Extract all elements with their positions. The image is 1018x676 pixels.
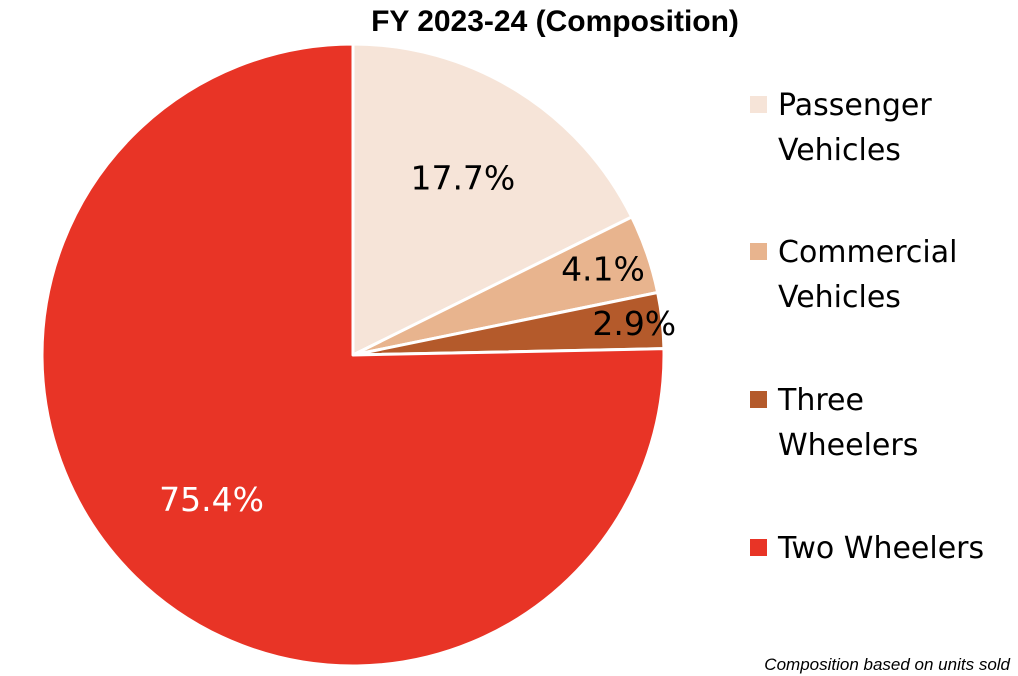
legend: Passenger Vehicles Commercial Vehicles Three… — [750, 88, 984, 566]
legend-label: Commercial Vehicles — [778, 235, 957, 315]
legend-label: Three Wheelers — [777, 383, 918, 463]
legend-swatch — [750, 96, 767, 113]
data-label-commercial-vehicles: 4.1% — [561, 250, 645, 289]
legend-item-commercial-vehicles: Commercial Vehicles — [750, 235, 957, 315]
pie-slice-passenger-vehicles — [351, 42, 634, 357]
legend-swatch — [750, 391, 767, 408]
pie-slice-two-wheelers — [40, 42, 666, 668]
pie-slices — [40, 42, 666, 668]
legend-swatch — [750, 539, 767, 556]
data-label-passenger-vehicles: 17.7% — [410, 158, 515, 197]
legend-item-passenger-vehicles: Passenger Vehicles — [750, 88, 932, 168]
legend-label: Two Wheelers — [777, 531, 984, 566]
data-label-three-wheelers: 2.9% — [592, 304, 676, 343]
chart-title: FY 2023-24 (Composition) — [371, 5, 739, 38]
legend-label: Passenger Vehicles — [778, 88, 932, 168]
footnote: Composition based on units sold — [764, 655, 1010, 674]
pie-data-labels: 17.7% 4.1% 2.9% 75.4% — [159, 158, 676, 518]
data-label-two-wheelers: 75.4% — [159, 480, 264, 519]
legend-item-three-wheelers: Three Wheelers — [750, 383, 918, 463]
legend-item-two-wheelers: Two Wheelers — [750, 531, 984, 566]
legend-swatch — [750, 243, 767, 260]
